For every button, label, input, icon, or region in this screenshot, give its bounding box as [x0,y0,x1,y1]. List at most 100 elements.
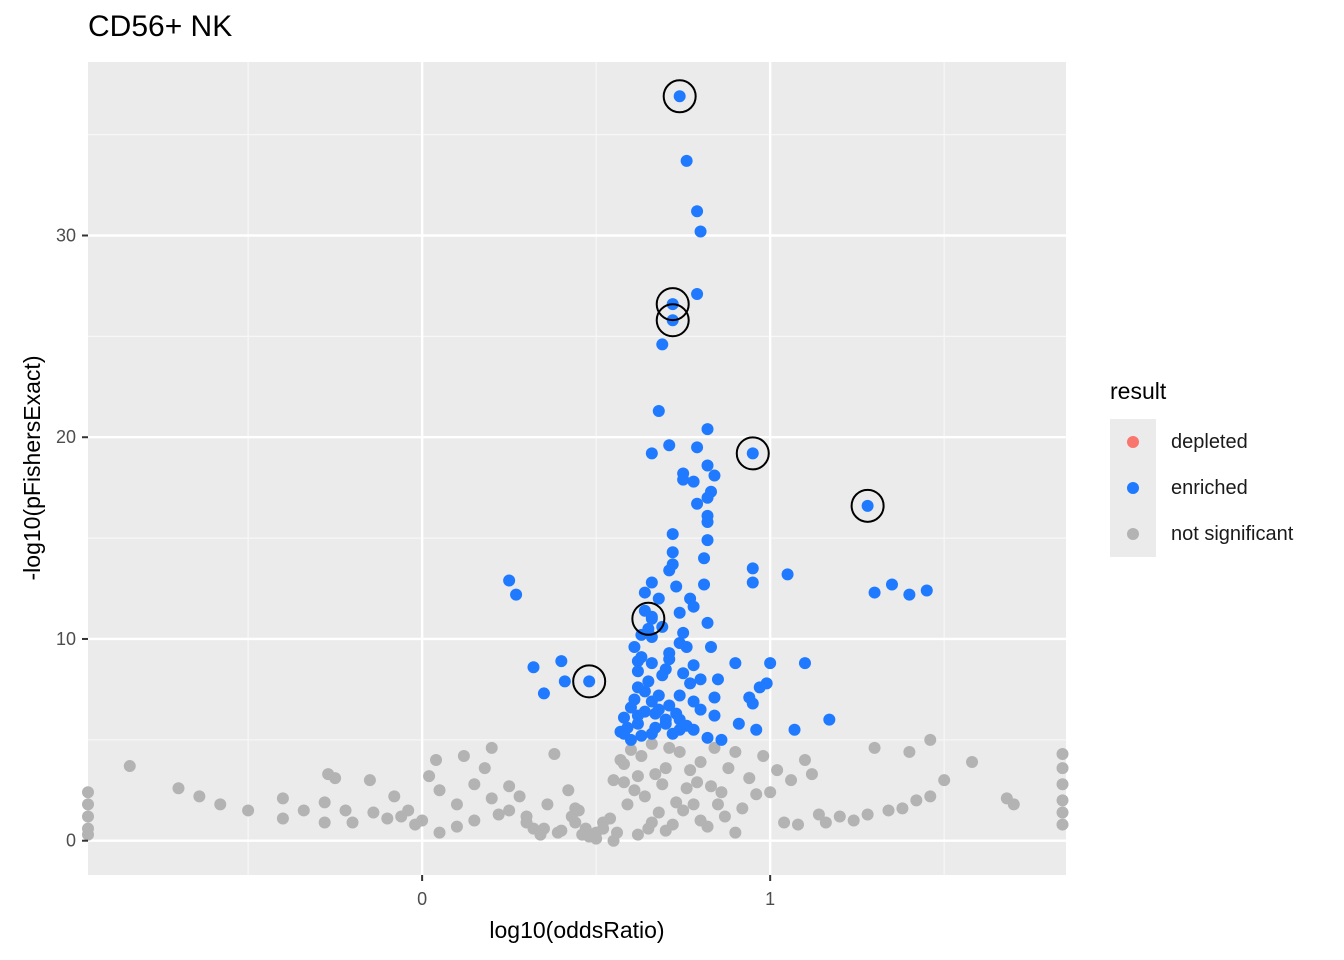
not-significant-dot-icon [1127,528,1139,540]
highlight-ring [735,436,770,471]
legend-label: depleted [1171,430,1248,453]
data-point [687,695,700,708]
data-point [485,741,498,754]
data-point [701,515,714,528]
data-point [631,828,644,841]
data-point [861,499,874,512]
chart-title: CD56+ NK [88,10,233,43]
data-point [924,790,937,803]
highlight-ring [631,601,666,636]
y-axis-label: -log10(pFishersExact) [19,356,45,581]
data-point [701,491,714,504]
data-point [673,606,686,619]
data-point [966,756,979,769]
data-point [792,818,805,831]
data-point [673,723,686,736]
data-point [708,469,721,482]
data-point [736,802,749,815]
x-axis-label: log10(oddsRatio) [489,917,664,943]
data-point [698,552,711,565]
data-point [938,774,951,787]
data-point [778,816,791,829]
data-point [367,806,380,819]
data-point [868,586,881,599]
data-point [805,768,818,781]
data-point [663,741,676,754]
data-point [677,626,690,639]
data-point [329,772,342,785]
data-point [381,812,394,825]
data-point [746,447,759,460]
data-point [670,796,683,809]
data-point [638,586,651,599]
data-point [631,655,644,668]
data-point [920,584,933,597]
data-point [242,804,255,817]
data-point [297,804,310,817]
legend-label: enriched [1171,476,1248,499]
data-point [558,675,571,688]
data-point [510,588,523,601]
data-point [701,459,714,472]
data-point [673,90,686,103]
data-point [711,673,724,686]
enriched-dot-icon [1127,482,1139,494]
y-tick-label: 0 [66,831,76,851]
data-point [798,754,811,767]
data-point [781,568,794,581]
data-point [607,834,620,847]
data-point [649,768,662,781]
data-point [635,749,648,762]
data-point [687,659,700,672]
data-point [503,780,516,793]
data-point [555,655,568,668]
data-point [652,806,665,819]
data-point [910,794,923,807]
data-point [631,709,644,722]
data-point [590,826,603,839]
data-point [687,475,700,488]
data-point [823,713,836,726]
data-point [485,792,498,805]
data-point [642,675,655,688]
data-point [718,810,731,823]
data-point [642,822,655,835]
data-point [663,564,676,577]
data-point [659,824,672,837]
data-point [1056,818,1069,831]
data-point [673,745,686,758]
data-point [123,760,136,773]
data-point [468,778,481,791]
y-tick-label: 30 [56,225,76,245]
data-point [729,657,742,670]
y-tick-label: 20 [56,427,76,447]
data-point [631,665,644,678]
data-point [673,713,686,726]
data-point [659,717,672,730]
data-point [318,796,331,809]
data-point [746,562,759,575]
data-point [757,749,770,762]
data-point [663,653,676,666]
data-point [363,774,376,787]
y-tick-label: 10 [56,629,76,649]
data-point [687,723,700,736]
data-point [798,657,811,670]
legend-item-not-significant: not significant [1110,511,1293,557]
data-point [743,772,756,785]
data-point [715,786,728,799]
data-point [617,727,630,740]
data-point [694,814,707,827]
data-point [764,786,777,799]
data-point [701,534,714,547]
data-point [708,709,721,722]
data-point [82,786,94,799]
data-point [645,737,658,750]
data-point [645,612,658,625]
data-point [659,762,672,775]
data-point [687,798,700,811]
data-point [645,695,658,708]
data-point [1056,794,1069,807]
